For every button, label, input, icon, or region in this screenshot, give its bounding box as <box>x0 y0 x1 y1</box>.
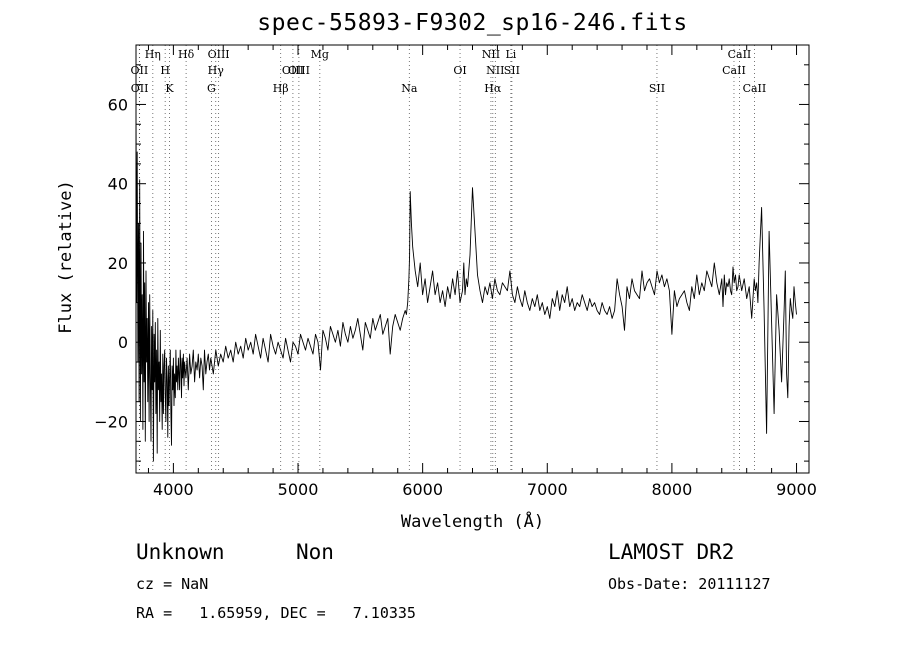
line-label: OI <box>453 64 466 77</box>
chart-title: spec-55893-F9302_sp16-246.fits <box>257 10 688 36</box>
line-label: OIII <box>208 48 230 61</box>
line-label: SII <box>649 82 665 95</box>
line-label: Mg <box>311 48 329 61</box>
x-tick-label: 8000 <box>652 480 693 499</box>
line-label: CaII <box>722 64 746 77</box>
y-tick-label: 20 <box>108 254 128 273</box>
line-label: Hα <box>484 82 502 95</box>
x-tick-label: 7000 <box>527 480 568 499</box>
x-tick-label: 5000 <box>278 480 319 499</box>
line-label: OII <box>131 64 149 77</box>
y-tick-label: 60 <box>108 95 128 114</box>
line-label: OIII <box>288 64 310 77</box>
line-label: Na <box>401 82 418 95</box>
y-axis-label: Flux (relative) <box>56 180 76 334</box>
line-label: CaII <box>728 48 752 61</box>
redshift: cz = NaN <box>136 575 209 593</box>
line-label: CaII <box>743 82 767 95</box>
object-type: Unknown <box>136 540 225 564</box>
obs-date: Obs-Date: 20111127 <box>608 575 771 593</box>
line-label: Hβ <box>273 82 289 95</box>
line-label: OIII <box>282 64 304 77</box>
line-label: Hγ <box>208 64 225 77</box>
x-tick-label: 6000 <box>402 480 443 499</box>
line-label: NII <box>486 64 504 77</box>
line-label: OII <box>131 82 149 95</box>
axis-tick-labels: 4000 5000 6000 7000 8000 9000 −20 0 20 40 60 <box>94 95 817 499</box>
line-label: K <box>165 82 174 95</box>
spectrum-line <box>135 96 797 462</box>
x-tick-label: 4000 <box>153 480 194 499</box>
plot-frame <box>135 44 810 474</box>
survey-name: LAMOST DR2 <box>608 540 735 564</box>
y-tick-label: 0 <box>118 333 128 352</box>
line-label: G <box>207 82 216 95</box>
y-tick-label: −20 <box>94 412 128 431</box>
line-label: SII <box>504 64 520 77</box>
line-label: H <box>160 64 170 77</box>
line-markers <box>138 45 755 473</box>
line-label: NII <box>482 48 500 61</box>
x-axis-label: Wavelength (Å) <box>400 512 545 532</box>
line-label: Hη <box>145 48 161 61</box>
x-tick-label: 9000 <box>776 480 817 499</box>
subclass: Non <box>296 540 334 564</box>
coordinates: RA = 1.65959, DEC = 7.10335 <box>136 604 416 622</box>
line-label: Li <box>505 48 516 61</box>
line-label: Hδ <box>178 48 195 61</box>
axis-ticks <box>136 45 809 473</box>
y-tick-label: 40 <box>108 175 128 194</box>
